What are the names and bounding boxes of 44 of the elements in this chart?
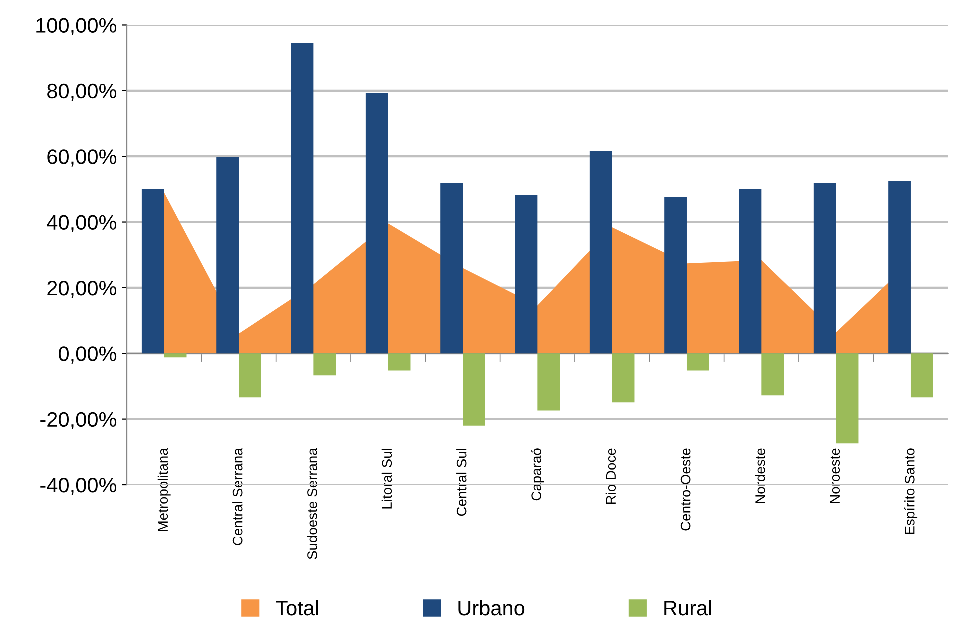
x-tick-label: Caparaó (531, 448, 544, 501)
bar (164, 354, 187, 358)
bar (686, 354, 710, 371)
bar (440, 184, 463, 354)
y-tick-label: 60,00% (48, 150, 117, 167)
bar (216, 157, 240, 354)
bar (515, 195, 538, 354)
y-tick-label: -20,00% (40, 412, 117, 430)
y-tick-label: 80,00% (48, 84, 117, 102)
x-tick-label: Litoral Sul (382, 449, 392, 509)
bar (910, 354, 934, 398)
x-tick-label: Sudoeste Serrana (307, 448, 318, 560)
x-tick-label: Nordeste (755, 448, 766, 504)
bar (612, 354, 635, 403)
bar (291, 43, 314, 354)
x-tick-label: Noroeste (830, 448, 840, 504)
y-tick-label: 100,00% (36, 18, 117, 36)
bar (314, 354, 336, 376)
y-tick-label: 0,00% (59, 346, 117, 364)
x-tick-label: Rio Doce (606, 448, 616, 504)
bar (590, 151, 612, 354)
x-tick-label: Central Sul (456, 449, 467, 516)
x-tick-label: Central Serrana (232, 448, 243, 546)
legend-label: Rural (664, 600, 712, 616)
x-tick-label: Metropolitana (158, 448, 171, 532)
y-tick-label: 40,00% (47, 215, 117, 232)
legend-label: Total (276, 600, 318, 616)
y-tick-label: 20,00% (48, 280, 117, 298)
x-tick-label: Centro-Oeste (680, 448, 691, 531)
y-tick-label: -40,00% (40, 478, 117, 496)
bar (836, 354, 859, 444)
bar (366, 93, 388, 354)
legend-label: Urbano (458, 600, 525, 616)
bar (814, 184, 836, 354)
bar (463, 354, 486, 426)
bar (388, 354, 411, 371)
bar (888, 182, 911, 354)
bar (239, 354, 262, 398)
bar (538, 354, 560, 411)
bar (664, 197, 687, 354)
bar (142, 189, 164, 354)
bar (762, 354, 784, 396)
bar (739, 189, 762, 354)
x-tick-label: Espírito Santo (904, 448, 918, 534)
